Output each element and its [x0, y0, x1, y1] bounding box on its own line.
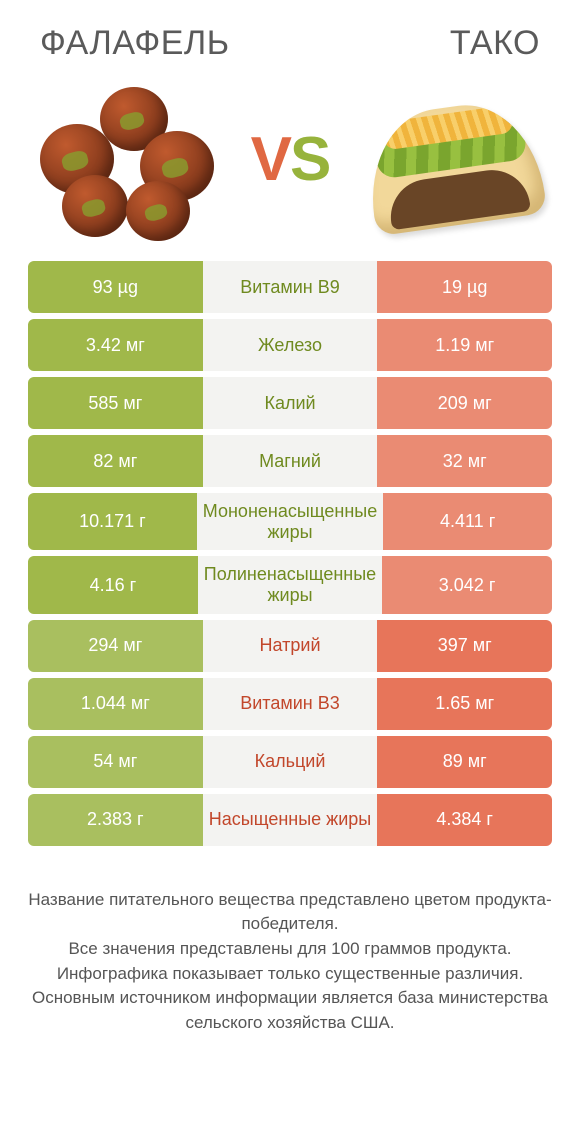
right-value-cell: 1.19 мг — [377, 319, 552, 371]
table-row: 1.044 мгВитамин B31.65 мг — [28, 678, 552, 730]
footer-line: Основным источником информации является … — [28, 986, 552, 1035]
right-value-cell: 4.411 г — [383, 493, 552, 550]
table-row: 585 мгКалий209 мг — [28, 377, 552, 429]
footer-line: Инфографика показывает только существенн… — [28, 962, 552, 987]
table-row: 82 мгМагний32 мг — [28, 435, 552, 487]
right-value-cell: 1.65 мг — [377, 678, 552, 730]
right-value-cell: 19 µg — [377, 261, 552, 313]
vs-letter-v: V — [251, 125, 290, 194]
left-value-cell: 294 мг — [28, 620, 203, 672]
left-value-cell: 82 мг — [28, 435, 203, 487]
comparison-table: 93 µgВитамин B919 µg 3.42 мгЖелезо1.19 мг… — [0, 261, 580, 852]
nutrient-label-cell: Натрий — [203, 620, 378, 672]
table-row: 294 мгНатрий397 мг — [28, 620, 552, 672]
right-value-cell: 397 мг — [377, 620, 552, 672]
left-value-cell: 3.42 мг — [28, 319, 203, 371]
table-row: 2.383 гНасыщенные жиры4.384 г — [28, 794, 552, 846]
right-value-cell: 32 мг — [377, 435, 552, 487]
footer-line: Все значения представлены для 100 граммо… — [28, 937, 552, 962]
table-row: 10.171 гМононенасыщенные жиры4.411 г — [28, 493, 552, 550]
left-value-cell: 4.16 г — [28, 556, 198, 613]
falafel-image — [30, 79, 220, 239]
left-value-cell: 1.044 мг — [28, 678, 203, 730]
nutrient-label-cell: Полиненасыщенные жиры — [198, 556, 382, 613]
nutrient-label-cell: Железо — [203, 319, 378, 371]
titles-bar: ФАЛАФЕЛЬ ТАКО — [0, 0, 580, 71]
right-product-title: ТАКО — [450, 24, 540, 63]
table-row: 3.42 мгЖелезо1.19 мг — [28, 319, 552, 371]
taco-image — [360, 79, 550, 239]
footer-line: Название питательного вещества представл… — [28, 888, 552, 937]
nutrient-label-cell: Кальций — [203, 736, 378, 788]
right-value-cell: 89 мг — [377, 736, 552, 788]
vs-label: VS — [251, 124, 330, 195]
nutrient-label-cell: Магний — [203, 435, 378, 487]
left-value-cell: 93 µg — [28, 261, 203, 313]
right-value-cell: 4.384 г — [377, 794, 552, 846]
nutrient-label-cell: Витамин B9 — [203, 261, 378, 313]
right-value-cell: 3.042 г — [382, 556, 552, 613]
nutrient-label-cell: Мононенасыщенные жиры — [197, 493, 383, 550]
left-value-cell: 2.383 г — [28, 794, 203, 846]
vs-letter-s: S — [290, 125, 329, 194]
nutrient-label-cell: Калий — [203, 377, 378, 429]
footer-note: Название питательного вещества представл… — [0, 852, 580, 1036]
hero-row: VS — [0, 71, 580, 261]
left-product-title: ФАЛАФЕЛЬ — [40, 24, 230, 63]
right-value-cell: 209 мг — [377, 377, 552, 429]
nutrient-label-cell: Насыщенные жиры — [203, 794, 378, 846]
table-row: 4.16 гПолиненасыщенные жиры3.042 г — [28, 556, 552, 613]
nutrient-label-cell: Витамин B3 — [203, 678, 378, 730]
left-value-cell: 10.171 г — [28, 493, 197, 550]
left-value-cell: 54 мг — [28, 736, 203, 788]
table-row: 54 мгКальций89 мг — [28, 736, 552, 788]
left-value-cell: 585 мг — [28, 377, 203, 429]
table-row: 93 µgВитамин B919 µg — [28, 261, 552, 313]
